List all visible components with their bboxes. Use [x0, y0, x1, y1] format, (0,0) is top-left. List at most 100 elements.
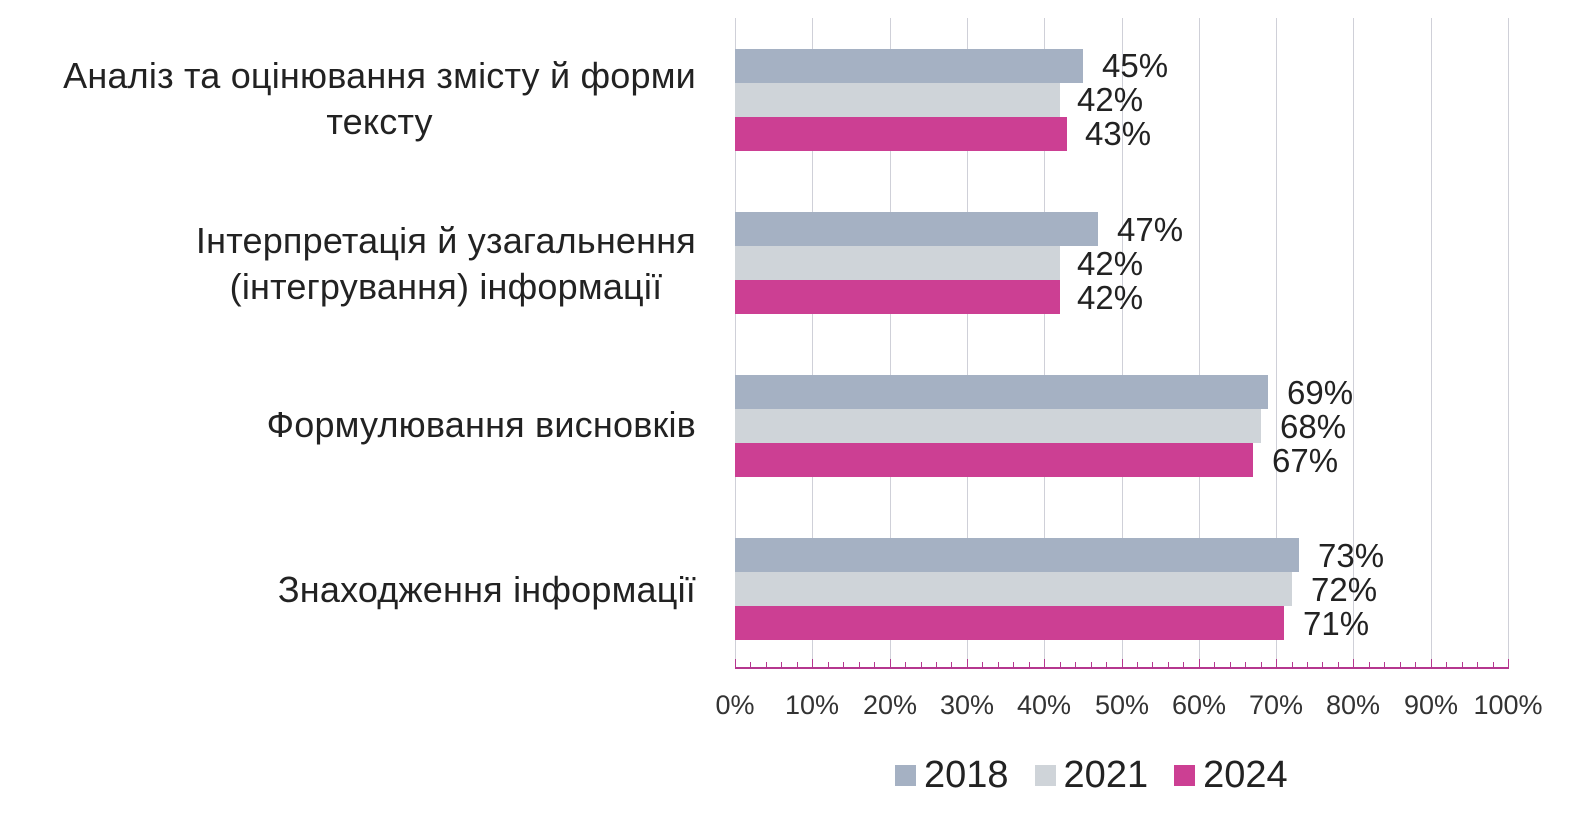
minor-tick: [1245, 662, 1246, 668]
gridline: [1353, 18, 1354, 668]
category-label-analysis: Аналіз та оцінювання змісту й форми текс…: [63, 53, 696, 145]
value-label: 43%: [1085, 115, 1152, 152]
minor-tick: [859, 662, 860, 668]
tick-label: 50%: [1094, 690, 1150, 720]
minor-tick: [936, 662, 937, 668]
value-label: 67%: [1272, 442, 1339, 479]
legend-swatch-icon: [1034, 765, 1056, 786]
minor-tick: [998, 662, 999, 668]
major-tick: [1276, 659, 1277, 668]
value-label: 42%: [1077, 81, 1144, 118]
gridline: [1044, 18, 1045, 668]
bar-2024: [735, 443, 1253, 477]
bar-2021: [735, 83, 1060, 117]
major-tick: [890, 659, 891, 668]
minor-tick: [1091, 662, 1092, 668]
bar-2018: [735, 375, 1268, 409]
tick-label: 60%: [1171, 690, 1227, 720]
minor-tick: [982, 662, 983, 668]
minor-tick: [1137, 662, 1138, 668]
major-tick: [1353, 659, 1354, 668]
category-label-line: (інтегрування) інформації: [229, 266, 663, 307]
minor-tick: [1384, 662, 1385, 668]
minor-tick: [1168, 662, 1169, 668]
value-label: 42%: [1077, 279, 1144, 316]
tick-label: 20%: [862, 690, 918, 720]
tick-label: 80%: [1325, 690, 1381, 720]
minor-tick: [1060, 662, 1061, 668]
major-tick: [1508, 659, 1509, 668]
tick-label: 90%: [1403, 690, 1459, 720]
gridline: [812, 18, 813, 668]
minor-tick: [1230, 662, 1231, 668]
minor-tick: [874, 662, 875, 668]
value-label: 73%: [1318, 537, 1385, 574]
bar-2018: [735, 538, 1299, 572]
minor-tick: [1152, 662, 1153, 668]
minor-tick: [1261, 662, 1262, 668]
minor-tick: [1462, 662, 1463, 668]
major-tick: [1431, 659, 1432, 668]
tick-label: 70%: [1248, 690, 1304, 720]
category-label-interpretation: Інтерпретація й узагальнення (інтегруван…: [196, 218, 696, 310]
minor-tick: [1400, 662, 1401, 668]
minor-tick: [1029, 662, 1030, 668]
minor-tick: [828, 662, 829, 668]
value-label: 71%: [1303, 605, 1370, 642]
legend: 2018 2021 2024: [895, 754, 1288, 797]
gridline: [967, 18, 968, 668]
value-label: 72%: [1311, 571, 1378, 608]
major-tick: [735, 659, 736, 668]
tick-label: 0%: [715, 690, 755, 720]
legend-item-2021: 2021: [1034, 754, 1148, 797]
minor-tick: [921, 662, 922, 668]
major-tick: [1122, 659, 1123, 668]
tick-label: 100%: [1473, 690, 1543, 720]
tick-label: 30%: [939, 690, 995, 720]
bar-2021: [735, 572, 1292, 606]
minor-tick: [797, 662, 798, 668]
minor-tick: [1183, 662, 1184, 668]
bar-2018: [735, 49, 1083, 83]
minor-tick: [1322, 662, 1323, 668]
minor-tick: [843, 662, 844, 668]
category-label-finding-info: Знаходження інформації: [278, 567, 696, 613]
category-label-line: Інтерпретація й узагальнення: [195, 220, 696, 261]
value-label: 42%: [1077, 245, 1144, 282]
legend-swatch-icon: [1174, 765, 1196, 786]
tick-label: 10%: [784, 690, 840, 720]
minor-tick: [905, 662, 906, 668]
major-tick: [967, 659, 968, 668]
minor-tick: [1307, 662, 1308, 668]
category-label-line: Аналіз та оцінювання змісту й форми: [63, 55, 696, 96]
minor-tick: [1477, 662, 1478, 668]
minor-tick: [1369, 662, 1370, 668]
value-label: 45%: [1102, 47, 1169, 84]
bar-2021: [735, 246, 1060, 280]
legend-swatch-icon: [895, 765, 916, 786]
value-label: 68%: [1280, 408, 1347, 445]
minor-tick: [1338, 662, 1339, 668]
x-axis-line: [735, 667, 1509, 669]
minor-tick: [1446, 662, 1447, 668]
minor-tick: [1013, 662, 1014, 668]
minor-tick: [1214, 662, 1215, 668]
category-label-line: Знаходження інформації: [277, 569, 696, 610]
legend-label: 2018: [924, 754, 1009, 796]
major-tick: [1199, 659, 1200, 668]
major-tick: [1044, 659, 1045, 668]
minor-tick: [1292, 662, 1293, 668]
bar-2024: [735, 280, 1060, 314]
minor-tick: [766, 662, 767, 668]
minor-tick: [1493, 662, 1494, 668]
category-label-conclusions: Формулювання висновків: [267, 402, 696, 448]
bar-2024: [735, 117, 1067, 151]
gridline: [735, 18, 736, 668]
legend-label: 2024: [1203, 754, 1288, 796]
gridline: [1431, 18, 1432, 668]
minor-tick: [1106, 662, 1107, 668]
gridline: [1276, 18, 1277, 668]
gridline: [1122, 18, 1123, 668]
tick-label: 40%: [1016, 690, 1072, 720]
